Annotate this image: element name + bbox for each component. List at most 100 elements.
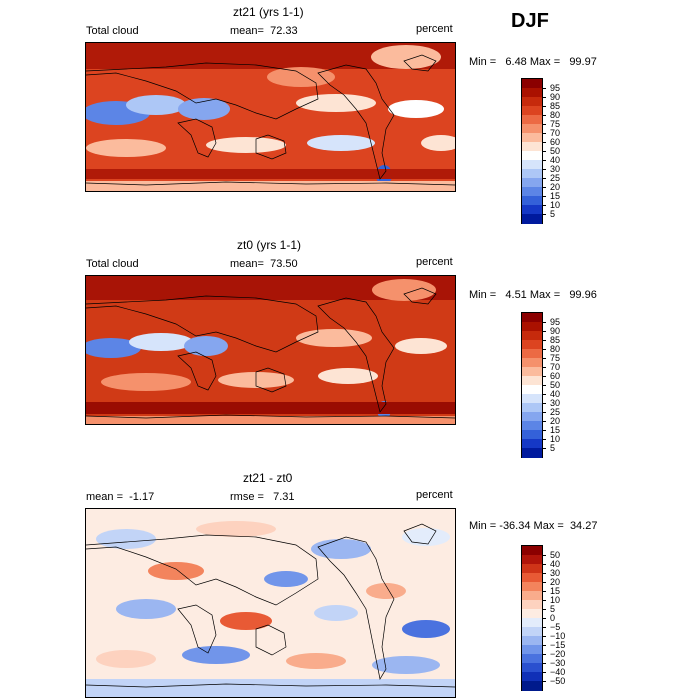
colorbar-tick xyxy=(543,681,546,682)
colorbar-segment xyxy=(522,403,542,413)
colorbar-tick xyxy=(543,385,546,386)
colorbar-label: 5 xyxy=(550,208,556,219)
panel3-colorbar xyxy=(521,545,543,691)
cloud-region xyxy=(86,402,455,414)
colorbar-label: 15 xyxy=(550,424,561,435)
colorbar-segment xyxy=(522,196,542,206)
colorbar-tick xyxy=(543,214,546,215)
panel3-rmse: rmse = 7.31 xyxy=(230,491,295,503)
colorbar-label: −10 xyxy=(550,630,566,641)
cloud-region xyxy=(296,329,372,347)
colorbar-segment xyxy=(522,654,542,664)
diff-region xyxy=(86,679,455,697)
cloud-region xyxy=(86,139,166,157)
colorbar-segment xyxy=(522,582,542,592)
colorbar-label: 40 xyxy=(550,154,561,165)
colorbar-tick xyxy=(543,358,546,359)
panel2-title: zt0 (yrs 1-1) xyxy=(237,238,302,252)
colorbar-label: 50 xyxy=(550,145,561,156)
cloud-region xyxy=(296,94,376,112)
colorbar-segment xyxy=(522,214,542,224)
colorbar-label: 15 xyxy=(550,190,561,201)
colorbar-segment xyxy=(522,142,542,152)
colorbar-segment xyxy=(522,636,542,646)
colorbar-tick xyxy=(543,178,546,179)
colorbar-tick xyxy=(543,448,546,449)
colorbar-segment xyxy=(522,546,542,556)
panel1-variable: Total cloud xyxy=(86,25,139,37)
colorbar-segment xyxy=(522,412,542,422)
colorbar-tick xyxy=(543,331,546,332)
colorbar-segment xyxy=(522,160,542,170)
colorbar-segment xyxy=(522,448,542,458)
colorbar-tick xyxy=(543,106,546,107)
diff-region xyxy=(314,605,358,621)
colorbar-label: 95 xyxy=(550,82,561,93)
colorbar-label: 80 xyxy=(550,343,561,354)
colorbar-tick xyxy=(543,439,546,440)
colorbar-label: 70 xyxy=(550,127,561,138)
coastlines xyxy=(86,287,455,419)
colorbar-label: −50 xyxy=(550,675,566,686)
panel3-title: zt21 - zt0 xyxy=(243,471,293,485)
diff-region xyxy=(220,612,272,630)
colorbar-segment xyxy=(522,340,542,350)
panel1-minmax: Min = 6.48 Max = 99.97 xyxy=(469,56,597,68)
colorbar-label: −20 xyxy=(550,648,566,659)
colorbar-label: 60 xyxy=(550,136,561,147)
colorbar-segment xyxy=(522,313,542,323)
colorbar-segment xyxy=(522,394,542,404)
colorbar-tick xyxy=(543,663,546,664)
diff-region xyxy=(402,528,450,546)
colorbar-tick xyxy=(543,376,546,377)
colorbar-segment xyxy=(522,681,542,691)
colorbar-tick xyxy=(543,367,546,368)
colorbar-segment xyxy=(522,205,542,215)
colorbar-tick xyxy=(543,609,546,610)
panel2-minmax: Min = 4.51 Max = 99.96 xyxy=(469,289,597,301)
colorbar-segment xyxy=(522,645,542,655)
diff-region xyxy=(148,562,204,580)
panel3-mean: mean = -1.17 xyxy=(86,491,155,503)
colorbar-label: 30 xyxy=(550,163,561,174)
colorbar-label: 85 xyxy=(550,100,561,111)
colorbar-segment xyxy=(522,106,542,116)
panel1-map xyxy=(85,42,456,192)
colorbar-tick xyxy=(543,142,546,143)
colorbar-tick xyxy=(543,349,546,350)
diff-region xyxy=(402,620,450,638)
colorbar-label: 20 xyxy=(550,415,561,426)
colorbar-tick xyxy=(543,430,546,431)
colorbar-segment xyxy=(522,349,542,359)
colorbar-segment xyxy=(522,151,542,161)
colorbar-tick xyxy=(543,421,546,422)
season-label: DJF xyxy=(511,10,549,32)
colorbar-segment xyxy=(522,115,542,125)
colorbar-tick xyxy=(543,582,546,583)
panel1-units: percent xyxy=(416,23,453,35)
colorbar-tick xyxy=(543,124,546,125)
panel2-units: percent xyxy=(416,256,453,268)
panel1-colorbar xyxy=(521,78,543,224)
cloud-region xyxy=(371,45,441,69)
colorbar-label: 30 xyxy=(550,397,561,408)
colorbar-label: 85 xyxy=(550,334,561,345)
colorbar-label: 40 xyxy=(550,558,561,569)
panel1-title: zt21 (yrs 1-1) xyxy=(233,5,304,19)
panel2-mean: mean= 73.50 xyxy=(230,258,298,270)
colorbar-segment xyxy=(522,430,542,440)
coastlines xyxy=(86,54,455,186)
colorbar-label: 75 xyxy=(550,352,561,363)
colorbar-label: 75 xyxy=(550,118,561,129)
cloud-region xyxy=(307,135,375,151)
cloud-region xyxy=(395,338,447,354)
colorbar-label: −5 xyxy=(550,621,561,632)
colorbar-label: 80 xyxy=(550,109,561,120)
colorbar-segment xyxy=(522,627,542,637)
diff-region xyxy=(264,571,308,587)
panel2-map xyxy=(85,275,456,425)
cloud-region xyxy=(184,336,228,356)
cloud-region xyxy=(178,98,230,120)
colorbar-segment xyxy=(522,169,542,179)
